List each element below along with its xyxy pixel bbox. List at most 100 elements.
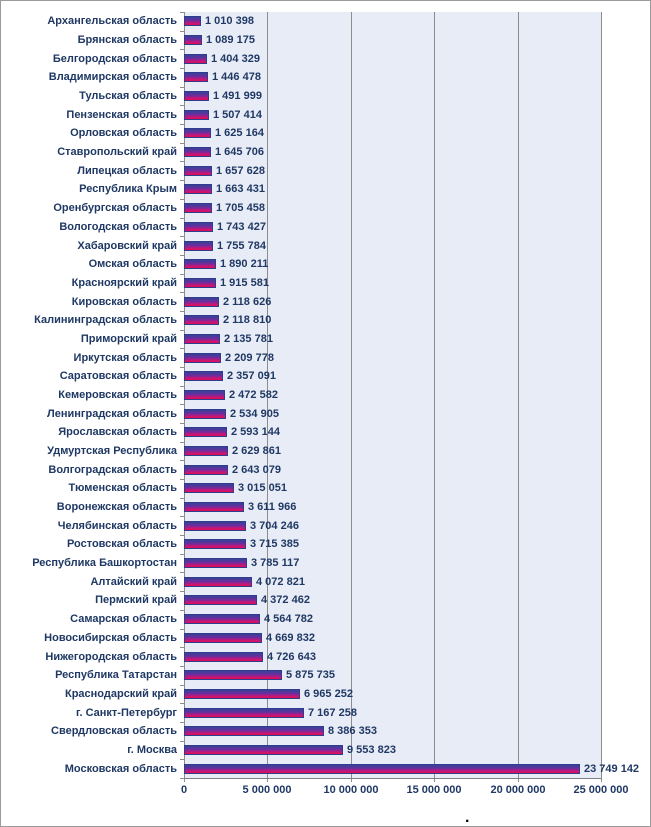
category-label: г. Москва xyxy=(127,743,177,756)
category-label: Воронежская область xyxy=(56,501,177,514)
bar xyxy=(184,744,343,755)
gridline xyxy=(601,12,602,782)
bar xyxy=(184,35,202,45)
category-label: Белгородская область xyxy=(52,52,177,65)
chart-row: Челябинская область 3 704 246 xyxy=(1,516,650,535)
category-tick xyxy=(180,143,184,144)
gridline xyxy=(351,12,352,782)
category-tick xyxy=(180,12,184,13)
bar xyxy=(184,296,219,307)
category-tick xyxy=(180,404,184,405)
value-label: 2 118 626 xyxy=(223,295,272,308)
category-label: Вологодская область xyxy=(59,220,177,233)
category-tick xyxy=(180,311,184,312)
bar xyxy=(184,651,263,662)
category-label: Ставропольский край xyxy=(57,146,177,159)
chart-row: Республика Татарстан 5 875 735 xyxy=(1,666,650,685)
bar xyxy=(184,427,227,438)
value-label: 7 167 258 xyxy=(308,706,357,719)
chart-row: Тульская область 1 491 999 xyxy=(1,87,650,106)
category-label: Свердловская область xyxy=(51,725,177,738)
value-label: 1 705 458 xyxy=(216,202,265,215)
value-label: 1 491 999 xyxy=(213,90,262,103)
bar xyxy=(184,520,246,531)
chart-row: Пермский край 4 372 462 xyxy=(1,591,650,610)
bar xyxy=(184,576,252,587)
value-label: 4 564 782 xyxy=(264,613,313,626)
chart-row: Калининградская область 2 118 810 xyxy=(1,311,650,330)
bar xyxy=(184,502,244,513)
bar xyxy=(184,109,209,120)
category-label: Пензенская область xyxy=(66,108,177,121)
chart-row: Пензенская область 1 507 414 xyxy=(1,105,650,124)
chart-row: Вологодская область 1 743 427 xyxy=(1,218,650,237)
category-label: Нижегородская область xyxy=(45,650,177,663)
category-label: Республика Башкортостан xyxy=(32,557,177,570)
value-label: 2 629 861 xyxy=(232,445,281,458)
bar xyxy=(184,203,212,214)
bar xyxy=(184,539,246,550)
bar xyxy=(184,333,220,344)
category-label: Оренбургская область xyxy=(53,202,177,215)
category-label: Ленинградская область xyxy=(47,407,177,420)
value-label: 1 507 414 xyxy=(213,108,262,121)
category-tick xyxy=(180,442,184,443)
bar xyxy=(184,763,580,774)
category-label: Брянская область xyxy=(77,34,177,46)
value-label: 2 534 905 xyxy=(230,407,279,420)
value-label: 1 089 175 xyxy=(206,34,255,46)
category-label: г. Санкт-Петербург xyxy=(75,706,177,719)
category-tick xyxy=(180,685,184,686)
value-label: 8 386 353 xyxy=(328,725,377,738)
category-label: Удмуртская Республика xyxy=(47,445,177,458)
bar xyxy=(184,128,211,139)
chart-row: Саратовская область 2 357 091 xyxy=(1,367,650,386)
chart-row: г. Москва 9 553 823 xyxy=(1,741,650,760)
category-tick xyxy=(180,572,184,573)
category-label: Новосибирская область xyxy=(44,631,177,644)
value-label: 1 915 581 xyxy=(220,276,269,289)
category-tick xyxy=(180,105,184,106)
x-axis-line xyxy=(184,778,602,779)
category-label: Краснодарский край xyxy=(64,687,177,700)
category-tick xyxy=(180,591,184,592)
bar xyxy=(184,632,262,643)
category-label: Омская область xyxy=(88,258,177,271)
category-label: Челябинская область xyxy=(57,519,177,532)
bar xyxy=(184,53,207,64)
category-label: Пермский край xyxy=(95,594,177,607)
value-label: 1 657 628 xyxy=(216,164,265,177)
value-label: 2 135 781 xyxy=(224,332,273,345)
category-label: Ярославская область xyxy=(58,426,177,439)
category-tick xyxy=(180,759,184,760)
gridline xyxy=(434,12,435,782)
category-tick xyxy=(180,218,184,219)
bar xyxy=(184,184,212,195)
chart-row: Ярославская область 2 593 144 xyxy=(1,423,650,442)
chart-row: Архангельская область 1 010 398 xyxy=(1,12,650,31)
category-label: Красноярский край xyxy=(71,276,177,289)
value-label: 2 209 778 xyxy=(225,351,274,364)
chart-row: Алтайский край 4 072 821 xyxy=(1,572,650,591)
x-tick-label: 10 000 000 xyxy=(323,784,379,796)
category-label: Алтайский край xyxy=(90,575,177,588)
chart-row: Республика Крым 1 663 431 xyxy=(1,180,650,199)
caption-dot: . xyxy=(465,809,470,826)
category-tick xyxy=(180,722,184,723)
chart-row: Самарская область 4 564 782 xyxy=(1,610,650,629)
bar xyxy=(184,707,304,718)
chart-row: Хабаровский край 1 755 784 xyxy=(1,236,650,255)
bar xyxy=(184,558,247,569)
value-label: 2 357 091 xyxy=(227,370,276,383)
value-label: 6 965 252 xyxy=(304,687,353,700)
value-label: 1 743 427 xyxy=(217,220,266,233)
value-label: 3 785 117 xyxy=(251,557,300,570)
category-label: Кировская область xyxy=(71,295,177,308)
category-label: Владимирская область xyxy=(48,71,177,84)
bar xyxy=(184,352,221,363)
value-label: 2 593 144 xyxy=(231,426,280,439)
value-label: 1 755 784 xyxy=(217,239,266,252)
category-tick xyxy=(180,498,184,499)
category-tick xyxy=(180,629,184,630)
category-tick xyxy=(180,610,184,611)
